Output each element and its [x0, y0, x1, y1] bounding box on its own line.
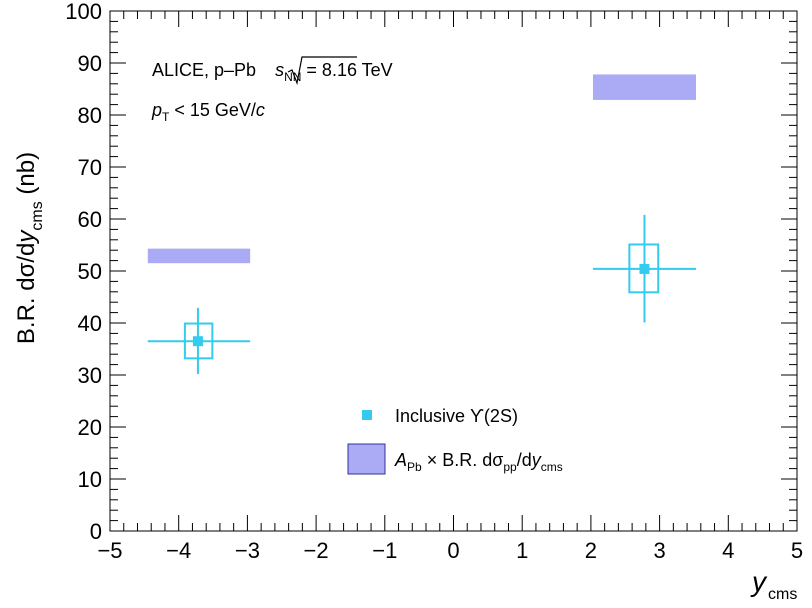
- x-tick-label: −4: [166, 538, 191, 563]
- legend-label-pp-band: APb × B.R. dσpp/dycms: [394, 450, 563, 474]
- y-tick-label: 20: [78, 415, 102, 440]
- legend-marker-upsilon: [362, 410, 372, 420]
- x-tick-label: −2: [304, 538, 329, 563]
- annotation-collision-text: ALICE, p–Pb: [152, 60, 261, 80]
- legend-label-upsilon: Inclusive ϒ(2S): [395, 406, 518, 426]
- annotation-pt-sub: T: [162, 110, 170, 124]
- legend-y: y: [530, 450, 542, 470]
- x-tick-label: 4: [722, 538, 734, 563]
- y-axis-title: B.R. dσ/dycms (nb): [13, 152, 46, 344]
- y-tick-label: 10: [78, 467, 102, 492]
- y-axis-title-unit: (nb): [13, 152, 40, 201]
- y-tick-label: 30: [78, 363, 102, 388]
- y-axis-title-y: y: [13, 229, 40, 245]
- x-axis-title-sub: cms: [768, 586, 797, 603]
- x-tick-label: −5: [97, 538, 122, 563]
- x-tick-label: 5: [791, 538, 803, 563]
- upsilon-2s-points: [147, 214, 697, 374]
- sqrt-sign: [287, 56, 357, 86]
- y-tick-label: 0: [90, 519, 102, 544]
- x-tick-label: −1: [372, 538, 397, 563]
- legend-slash: /d: [517, 450, 532, 470]
- legend-cms-sub: cms: [541, 460, 563, 474]
- syst-error-box: [628, 243, 660, 294]
- legend-rest: × B.R. dσ: [422, 450, 504, 470]
- y-tick-label: 80: [78, 103, 102, 128]
- y-tick-label: 40: [78, 311, 102, 336]
- x-tick-label: −3: [235, 538, 260, 563]
- legend-pp-sub: pp: [503, 460, 517, 474]
- annotation-pt-cut: pT < 15 GeV/c: [151, 100, 265, 124]
- x-axis-title: y: [750, 566, 768, 597]
- y-tick-label: 90: [78, 51, 102, 76]
- y-tick-label: 70: [78, 155, 102, 180]
- data-point: [192, 336, 203, 347]
- annotation-energy: = 8.16 TeV: [301, 60, 392, 80]
- sqrt-s: s: [275, 60, 284, 80]
- annotation-collision: ALICE, p–Pb sNN = 8.16 TeV: [152, 60, 393, 84]
- pp-reference-bands: [147, 74, 697, 264]
- y-tick-label: 60: [78, 207, 102, 232]
- pp-reference-band: [147, 248, 251, 264]
- y-tick-label: 50: [78, 259, 102, 284]
- pp-reference-band: [592, 74, 697, 100]
- y-tick-label: 100: [65, 0, 102, 24]
- y-axis-title-main: B.R. dσ/d: [13, 243, 40, 345]
- x-tick-label: 1: [516, 538, 528, 563]
- x-tick-label: 2: [585, 538, 597, 563]
- x-tick-label: 3: [653, 538, 665, 563]
- annotation-pt-rest: < 15 GeV/: [169, 100, 256, 120]
- syst-error-box: [183, 322, 214, 360]
- x-tick-label: 0: [447, 538, 459, 563]
- legend-A-sub: Pb: [407, 460, 422, 474]
- data-point: [639, 263, 650, 274]
- legend-A: A: [394, 450, 407, 470]
- annotation-pt: p: [151, 100, 162, 120]
- annotation-pt-c: c: [256, 100, 265, 120]
- legend: Inclusive ϒ(2S) APb × B.R. dσpp/dycms: [347, 406, 563, 475]
- axes: [109, 10, 798, 532]
- y-axis-title-sub: cms: [29, 201, 46, 230]
- legend-marker-pp-band: [347, 443, 386, 475]
